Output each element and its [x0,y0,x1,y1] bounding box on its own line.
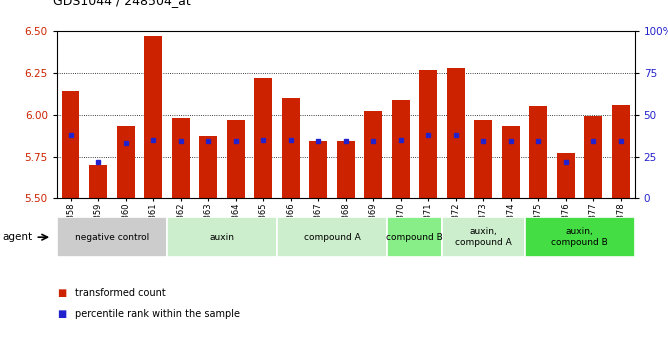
Text: percentile rank within the sample: percentile rank within the sample [75,309,240,319]
Bar [117,126,134,198]
Bar [584,116,603,198]
Text: auxin,
compound A: auxin, compound A [455,227,512,247]
Text: compound B: compound B [386,233,443,242]
Bar [391,100,409,198]
Bar [524,217,635,257]
Bar [199,137,217,198]
Text: GDS1044 / 248504_at: GDS1044 / 248504_at [53,0,191,7]
Bar [502,126,520,198]
Bar [61,91,79,198]
Text: agent: agent [2,232,32,242]
Bar [387,217,442,257]
Bar [420,70,437,198]
Text: compound A: compound A [303,233,360,242]
Bar [255,78,272,198]
Bar [557,153,574,198]
Bar [309,141,327,198]
Bar [226,120,244,198]
Text: ■: ■ [57,309,66,319]
Bar [277,217,387,257]
Bar [167,217,277,257]
Text: transformed count: transformed count [75,288,166,298]
Bar [529,106,547,198]
Bar [442,217,524,257]
Text: ■: ■ [57,288,66,298]
Bar [447,68,465,198]
Bar [612,105,630,198]
Bar [172,118,190,198]
Text: auxin: auxin [209,233,234,242]
Bar [57,217,167,257]
Text: negative control: negative control [75,233,149,242]
Bar [337,141,355,198]
Bar [364,111,382,198]
Bar [282,98,300,198]
Bar [474,120,492,198]
Bar [144,36,162,198]
Bar [89,165,107,198]
Text: auxin,
compound B: auxin, compound B [551,227,608,247]
